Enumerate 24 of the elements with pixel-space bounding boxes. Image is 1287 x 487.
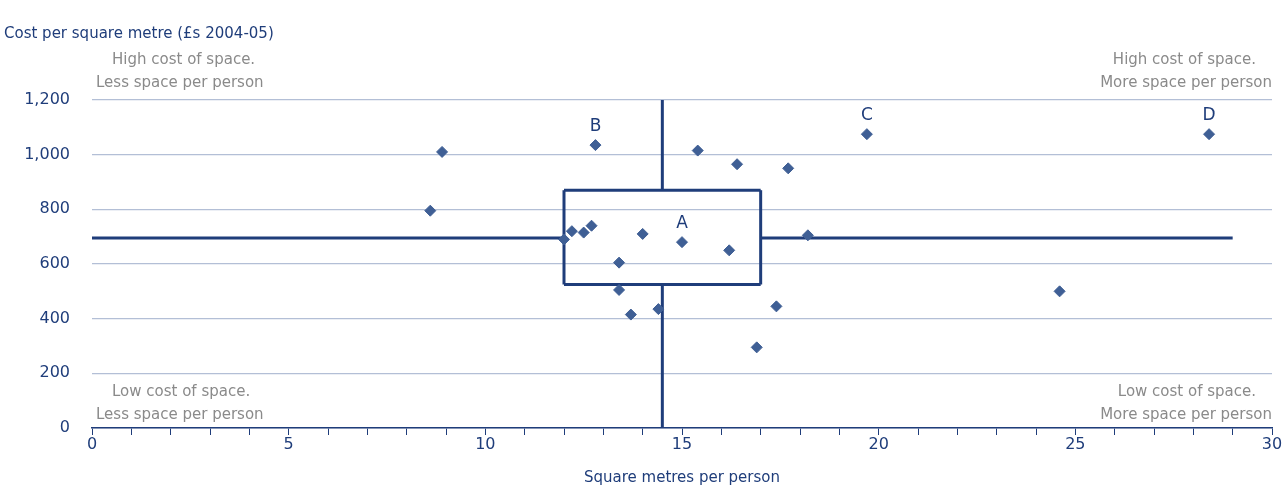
text: High cost of space. More space per person (1100, 50, 1272, 91)
y-tick-label: 1,000 (24, 143, 70, 163)
annotation: A (676, 212, 689, 233)
y-tick-label: 0 (59, 417, 70, 437)
y-tick-label: 1,200 (24, 89, 70, 109)
annotation: B (589, 115, 602, 136)
annotation: C (860, 104, 873, 125)
annotation: Low cost of space. More space per person (1100, 382, 1272, 423)
y-tick-label: 800 (39, 198, 70, 218)
x-tick-label: 20 (868, 433, 889, 453)
x-tick-label: 30 (1261, 433, 1283, 453)
annotation: D (1202, 104, 1216, 125)
y-tick-label: 200 (39, 362, 70, 382)
x-axis-title: Square metres per person (583, 467, 781, 486)
x-tick-label: 15 (671, 433, 693, 453)
y-tick-label: 600 (39, 253, 70, 273)
x-tick-label: 25 (1065, 433, 1086, 453)
annotation: Low cost of space. Less space per person (96, 382, 264, 423)
y-axis-title: Cost per square metre (£s 2004-05) (4, 24, 274, 42)
x-tick-label: 5 (283, 433, 294, 453)
y-tick-label: 400 (39, 307, 70, 327)
text: High cost of space. Less space per person (96, 50, 264, 91)
x-tick-label: 0 (86, 433, 98, 453)
x-tick-label: 10 (475, 433, 496, 453)
